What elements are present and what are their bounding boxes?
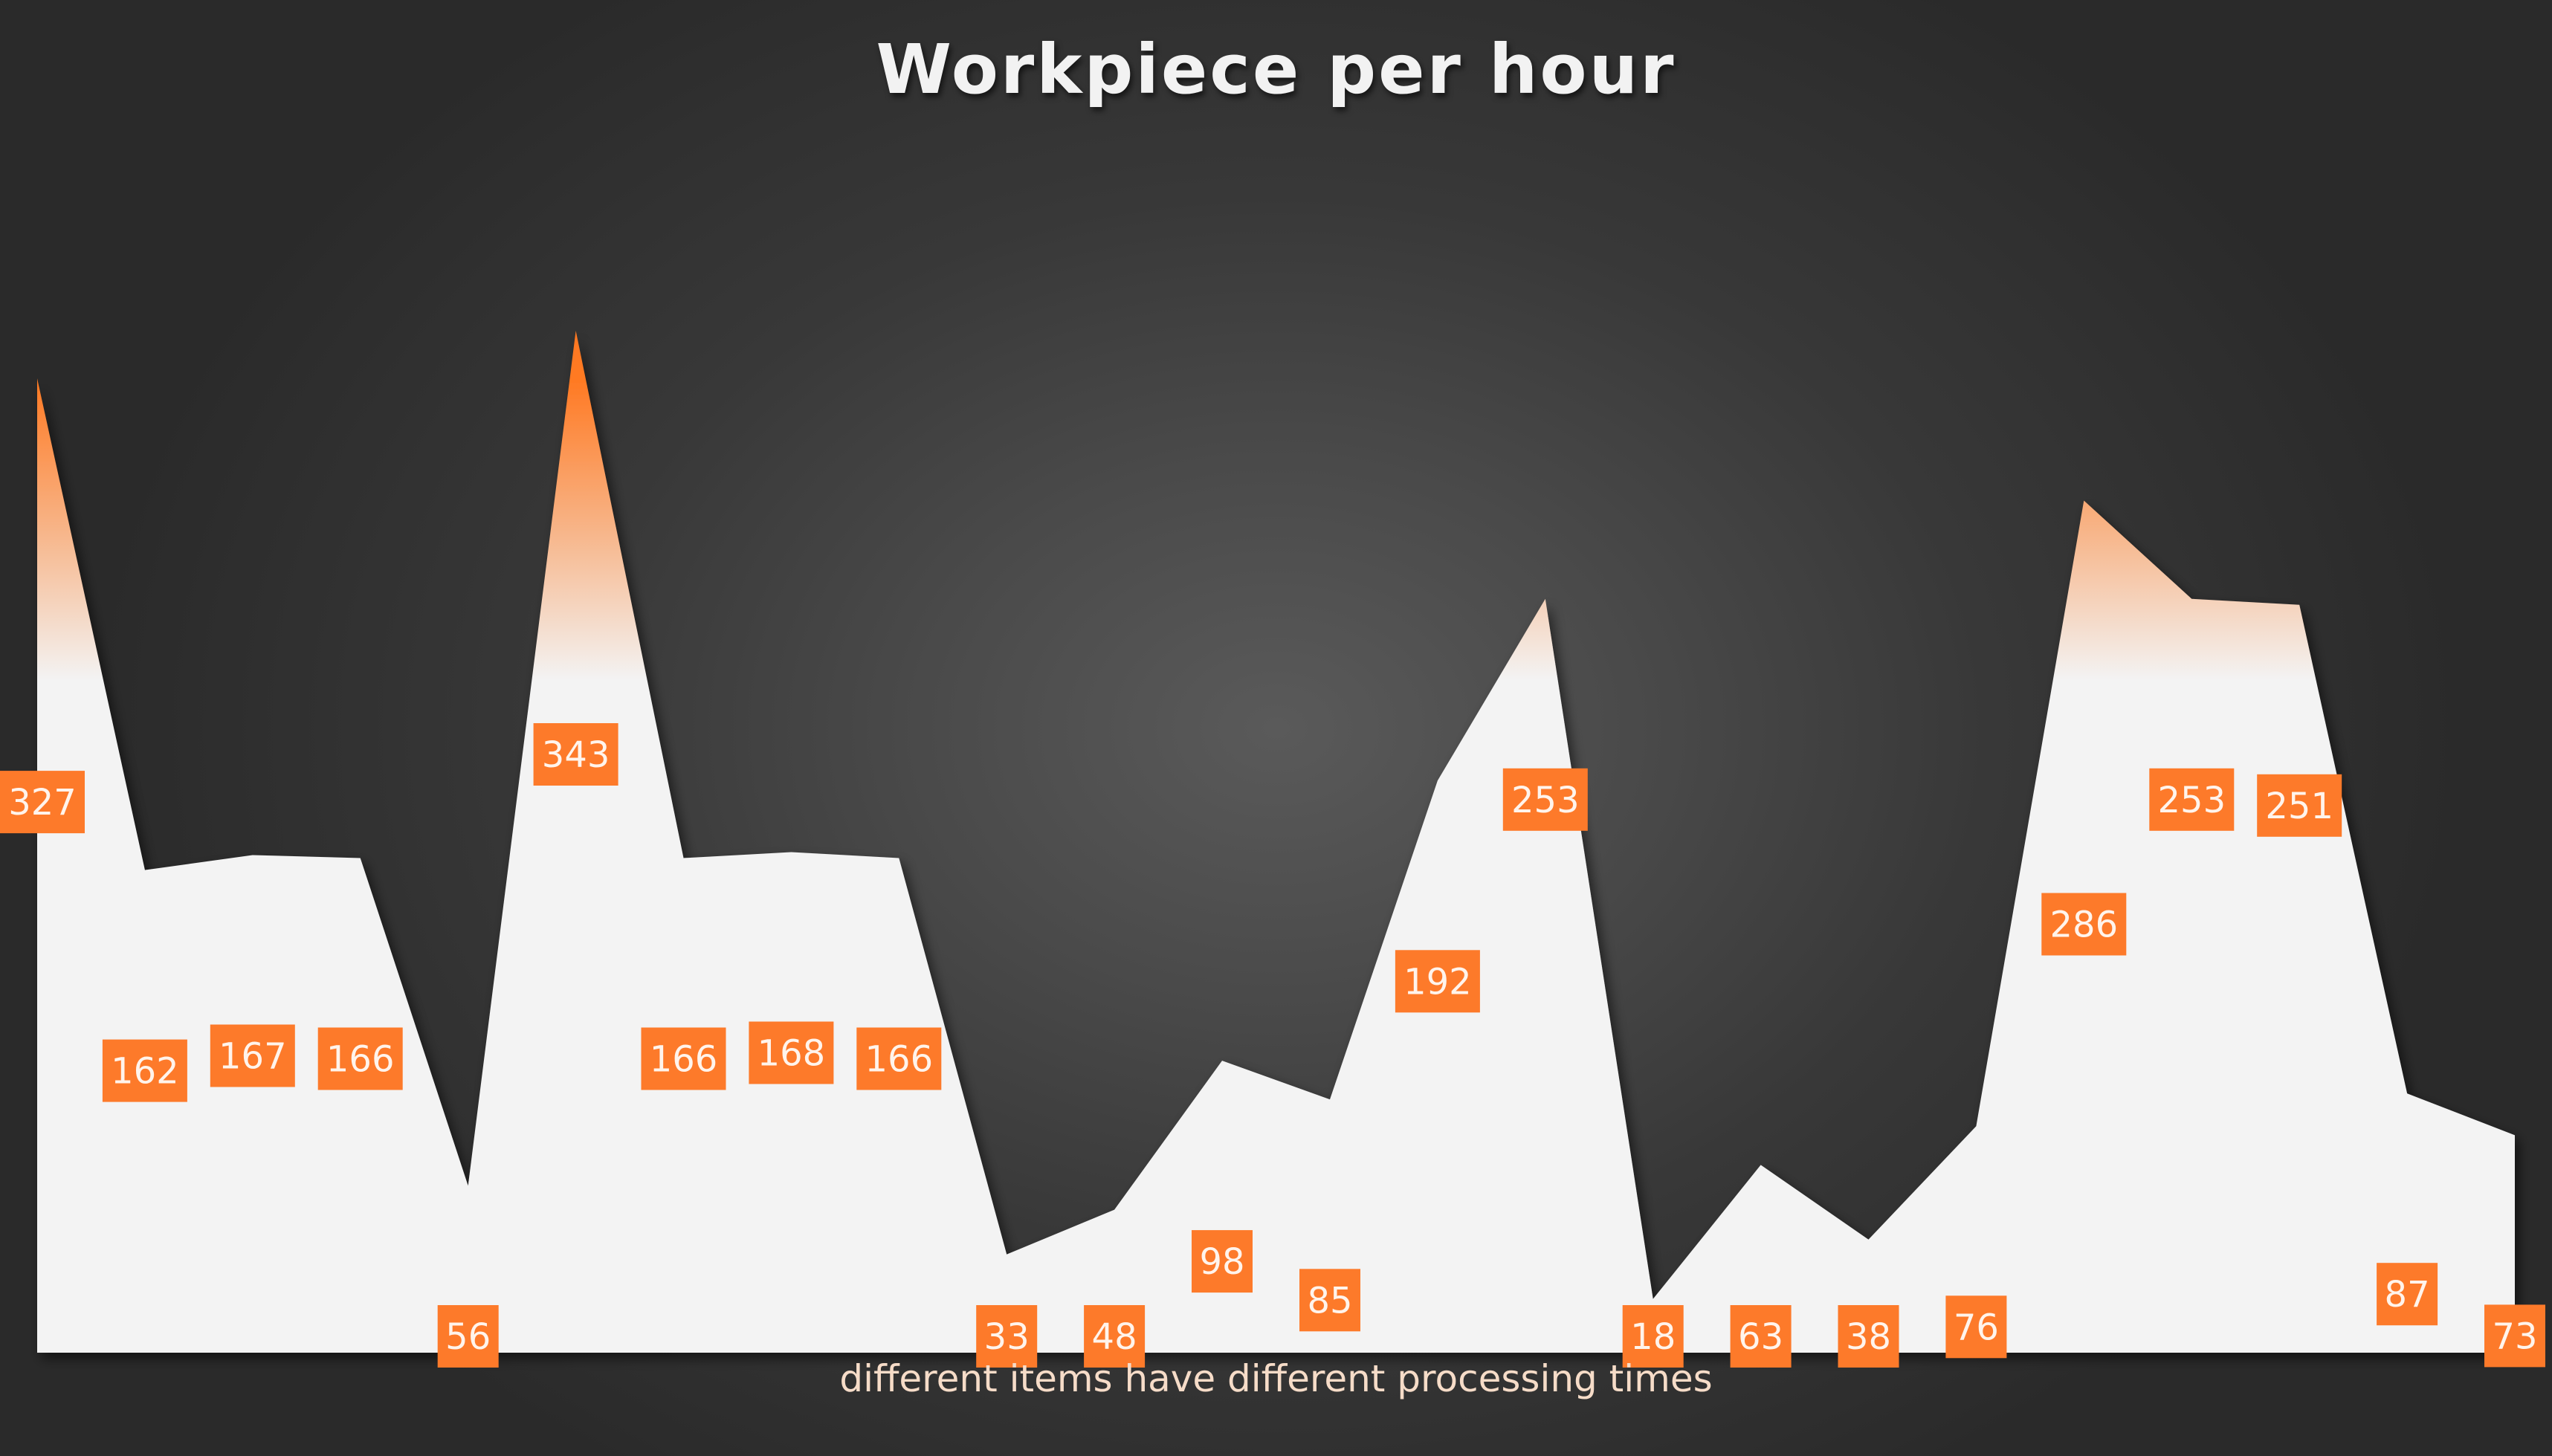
data-label-box: [2484, 1304, 2545, 1368]
data-label-text: 38: [1846, 1316, 1891, 1358]
data-label: 286: [2041, 893, 2127, 956]
data-label-box: [2041, 893, 2127, 956]
data-label-box: [1730, 1305, 1792, 1368]
data-label-box: [533, 723, 618, 786]
data-label-box: [641, 1027, 726, 1090]
data-label-text: 56: [445, 1316, 491, 1358]
data-label-box: [1502, 768, 1588, 831]
data-label: 166: [641, 1027, 726, 1090]
data-label: 343: [533, 723, 618, 786]
data-label: 168: [749, 1021, 834, 1084]
data-label: 87: [2377, 1263, 2438, 1326]
data-label-text: 253: [1511, 780, 1580, 821]
data-label-text: 162: [111, 1051, 179, 1093]
data-label: 33: [976, 1305, 1038, 1368]
data-label-box: [1395, 950, 1480, 1013]
data-label-box: [210, 1024, 295, 1087]
data-label-box: [437, 1305, 499, 1368]
data-label: 253: [1502, 768, 1588, 831]
data-label-box: [317, 1027, 403, 1090]
data-label-text: 167: [219, 1036, 287, 1078]
data-label-box: [1838, 1305, 1899, 1368]
data-label: 162: [102, 1039, 187, 1102]
data-label-box: [1945, 1295, 2007, 1359]
data-label: 167: [210, 1024, 295, 1087]
data-label: 63: [1730, 1305, 1792, 1368]
data-label-box: [749, 1021, 834, 1084]
data-label-text: 18: [1630, 1316, 1676, 1358]
data-label: 18: [1622, 1305, 1684, 1368]
data-label-text: 63: [1738, 1316, 1783, 1358]
data-label-text: 327: [8, 782, 77, 824]
data-label-text: 76: [1954, 1307, 1999, 1348]
data-label-box: [976, 1305, 1038, 1368]
data-label-text: 192: [1403, 961, 1472, 1003]
data-label-text: 253: [2157, 780, 2226, 821]
data-label-box: [2257, 774, 2342, 837]
data-label-box: [856, 1027, 942, 1090]
data-label: 73: [2484, 1304, 2545, 1368]
data-label-box: [1192, 1230, 1253, 1293]
data-label-text: 166: [326, 1039, 395, 1081]
series-area: [37, 331, 2515, 1353]
data-label-box: [1622, 1305, 1684, 1368]
data-label-box: [2149, 768, 2235, 831]
data-label-text: 168: [757, 1033, 826, 1075]
data-label-box: [0, 771, 85, 834]
chart-title: Workpiece per hour: [876, 30, 1676, 109]
data-label: 327: [0, 771, 85, 834]
data-label-box: [2377, 1263, 2438, 1326]
data-label: 76: [1945, 1295, 2007, 1359]
data-label: 85: [1299, 1269, 1360, 1332]
data-label-text: 251: [2265, 786, 2333, 827]
data-label-box: [102, 1039, 187, 1102]
data-label-text: 48: [1092, 1316, 1137, 1358]
data-label-text: 33: [984, 1316, 1030, 1358]
data-label-text: 73: [2492, 1316, 2537, 1357]
data-label: 192: [1395, 950, 1480, 1013]
data-label: 38: [1838, 1305, 1899, 1368]
data-label: 166: [856, 1027, 942, 1090]
data-label-text: 286: [2049, 905, 2118, 946]
data-label-text: 87: [2385, 1274, 2430, 1316]
data-label-box: [1299, 1269, 1360, 1332]
data-label-text: 98: [1199, 1241, 1244, 1283]
data-label-text: 85: [1307, 1280, 1352, 1321]
data-label: 166: [317, 1027, 403, 1090]
data-label: 251: [2257, 774, 2342, 837]
data-label-text: 166: [650, 1039, 718, 1081]
x-axis-label: different items have different processin…: [839, 1357, 1713, 1400]
data-label-text: 343: [542, 734, 610, 776]
data-label: 98: [1192, 1230, 1253, 1293]
data-label: 48: [1084, 1305, 1146, 1368]
data-label-box: [1084, 1305, 1146, 1368]
data-label-text: 166: [865, 1039, 933, 1081]
data-label: 56: [437, 1305, 499, 1368]
data-label: 253: [2149, 768, 2235, 831]
